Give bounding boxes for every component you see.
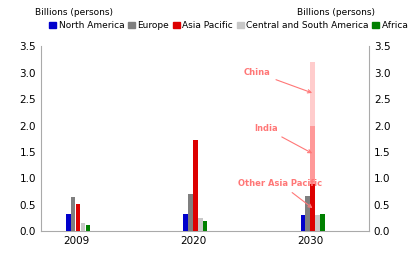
Text: Other Asia Pacific: Other Asia Pacific <box>238 179 322 207</box>
Bar <box>188 194 192 231</box>
Bar <box>66 214 70 231</box>
Text: India: India <box>254 124 310 153</box>
Bar <box>86 225 90 231</box>
Bar <box>198 218 202 231</box>
Text: Billions (persons): Billions (persons) <box>297 8 374 17</box>
Bar <box>183 214 187 231</box>
Legend: North America, Europe, Asia Pacific, Central and South America, Africa and Middl: North America, Europe, Asia Pacific, Cen… <box>45 17 409 34</box>
Bar <box>310 126 314 184</box>
Bar <box>203 221 207 231</box>
Bar <box>305 196 309 231</box>
Text: China: China <box>243 68 310 93</box>
Bar <box>310 184 314 231</box>
Text: Billions (persons): Billions (persons) <box>35 8 112 17</box>
Bar <box>315 215 319 231</box>
Bar <box>76 204 80 231</box>
Bar <box>310 62 314 126</box>
Bar <box>193 140 197 231</box>
Bar <box>300 215 304 231</box>
Bar <box>319 214 324 231</box>
Bar <box>71 197 75 231</box>
Bar <box>81 223 85 231</box>
